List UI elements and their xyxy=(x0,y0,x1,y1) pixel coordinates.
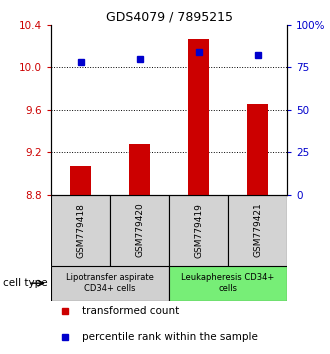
Bar xyxy=(51,195,110,266)
Bar xyxy=(169,266,287,301)
Text: GSM779418: GSM779418 xyxy=(76,202,85,258)
Bar xyxy=(247,104,268,195)
Bar xyxy=(70,166,91,195)
Title: GDS4079 / 7895215: GDS4079 / 7895215 xyxy=(106,11,233,24)
Bar xyxy=(169,195,228,266)
Text: transformed count: transformed count xyxy=(82,306,179,316)
Text: GSM779420: GSM779420 xyxy=(135,203,144,257)
Text: Lipotransfer aspirate
CD34+ cells: Lipotransfer aspirate CD34+ cells xyxy=(66,274,154,293)
Text: percentile rank within the sample: percentile rank within the sample xyxy=(82,332,258,342)
Text: Leukapheresis CD34+
cells: Leukapheresis CD34+ cells xyxy=(182,274,275,293)
Bar xyxy=(228,195,287,266)
Text: GSM779419: GSM779419 xyxy=(194,202,203,258)
Bar xyxy=(188,39,209,195)
Text: GSM779421: GSM779421 xyxy=(253,203,262,257)
Bar xyxy=(129,144,150,195)
Bar xyxy=(110,195,169,266)
Bar xyxy=(51,266,169,301)
Text: cell type: cell type xyxy=(3,278,48,288)
